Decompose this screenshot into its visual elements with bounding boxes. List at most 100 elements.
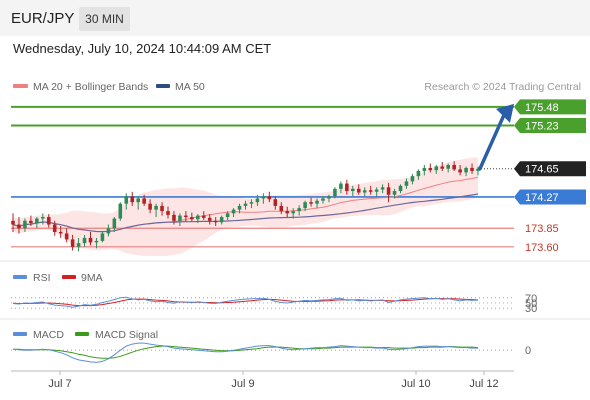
candle-body	[178, 215, 182, 221]
rsi-level-label: 70	[525, 293, 537, 305]
candle	[196, 214, 200, 224]
symbol-label: EUR/JPY	[11, 10, 75, 27]
price-plot-area: 175.48 175.23 174.65 174.27 173.85 173.60	[11, 99, 586, 257]
candle-body	[207, 217, 212, 221]
chart-datetime: Wednesday, July 10, 2024 10:44:09 AM CET	[13, 41, 272, 56]
candle-body	[106, 228, 111, 234]
candle-body	[267, 196, 272, 200]
candle-body	[297, 208, 301, 212]
attribution-text: Research © 2024 Trading Central	[424, 81, 581, 93]
candle-body	[154, 205, 158, 210]
x-axis-tick-label: Jul 7	[48, 378, 71, 390]
macd-plot-area: 0	[11, 342, 531, 363]
rsi-legend-swatch	[13, 275, 27, 279]
candle	[219, 215, 224, 225]
candle	[291, 208, 295, 219]
candle-body	[380, 187, 385, 190]
candle	[333, 187, 337, 199]
candle-body	[70, 239, 75, 247]
candle-body	[130, 196, 135, 203]
candle	[94, 237, 99, 249]
support-level-label: 173.60	[525, 242, 559, 254]
candle-body	[422, 167, 427, 171]
candle	[404, 178, 409, 189]
candle-body	[446, 164, 450, 169]
candle	[428, 163, 433, 173]
candle-body	[261, 196, 266, 199]
x-axis-tick-label: Jul 10	[401, 378, 430, 390]
pivot-price-tag	[514, 189, 586, 205]
candle	[207, 214, 212, 225]
last-price-tag-label: 174.65	[525, 164, 559, 176]
macd-signal-legend-swatch	[75, 332, 89, 336]
candle-body	[82, 237, 87, 244]
candle-body	[327, 196, 331, 199]
candle	[166, 206, 170, 219]
candle-body	[58, 231, 63, 234]
candle-body	[136, 198, 140, 203]
toolbar: EUR/JPY 30 MIN	[0, 0, 590, 36]
candle-body	[46, 217, 51, 225]
forecast-arrow-shaft	[478, 113, 506, 171]
candle	[356, 184, 361, 195]
candle-body	[374, 189, 379, 192]
candle	[464, 166, 468, 177]
candle	[29, 215, 33, 226]
candle	[392, 188, 397, 199]
candle	[368, 185, 373, 195]
candle	[351, 185, 355, 197]
candle	[410, 173, 415, 185]
macd-line	[12, 342, 478, 363]
candle-body	[333, 188, 337, 197]
macd-zero-label: 0	[525, 345, 531, 357]
candle	[303, 200, 307, 212]
candle	[106, 224, 111, 237]
candle	[172, 211, 176, 225]
candle	[249, 199, 254, 209]
candle-body	[196, 215, 200, 220]
candle-body	[428, 167, 433, 171]
candle-body	[23, 220, 27, 229]
candle-body	[303, 202, 307, 209]
candle	[82, 234, 87, 247]
candle	[58, 226, 63, 238]
candle	[201, 211, 206, 221]
candle	[327, 194, 331, 203]
candle-body	[88, 237, 93, 243]
candle	[339, 181, 343, 194]
x-axis-tick-label: Jul 12	[469, 378, 498, 390]
ma50-legend-label: MA 50	[175, 81, 205, 93]
timeframe-button[interactable]: 30 MIN	[79, 7, 130, 31]
candle	[46, 214, 51, 228]
candle	[100, 231, 105, 243]
candle-body	[339, 183, 343, 189]
candle-body	[440, 166, 445, 169]
candle-body	[41, 217, 45, 219]
candle-body	[452, 164, 456, 170]
candle	[154, 203, 158, 218]
candle	[470, 163, 474, 174]
candle	[362, 187, 367, 197]
candle	[178, 213, 182, 226]
candle-body	[29, 220, 33, 224]
candle-body	[476, 168, 480, 171]
rsi-legend-label: RSI	[33, 272, 51, 284]
candle	[452, 161, 456, 171]
candle	[321, 196, 325, 204]
candle-body	[291, 211, 295, 214]
candle-body	[94, 240, 99, 243]
candle	[374, 187, 379, 197]
candle-body	[279, 205, 284, 212]
candle-body	[166, 211, 170, 215]
candle-body	[243, 203, 248, 206]
rsi-ma-legend-label: 9MA	[81, 272, 103, 284]
ma20-legend-label: MA 20 + Bollinger Bands	[33, 81, 148, 93]
candle	[88, 231, 93, 246]
x-axis-tick-label: Jul 9	[231, 378, 254, 390]
candle-body	[470, 167, 474, 171]
target-price-tag	[514, 99, 586, 115]
candle-body	[64, 233, 69, 240]
candle	[76, 237, 81, 252]
ma20-legend-swatch	[13, 84, 28, 88]
